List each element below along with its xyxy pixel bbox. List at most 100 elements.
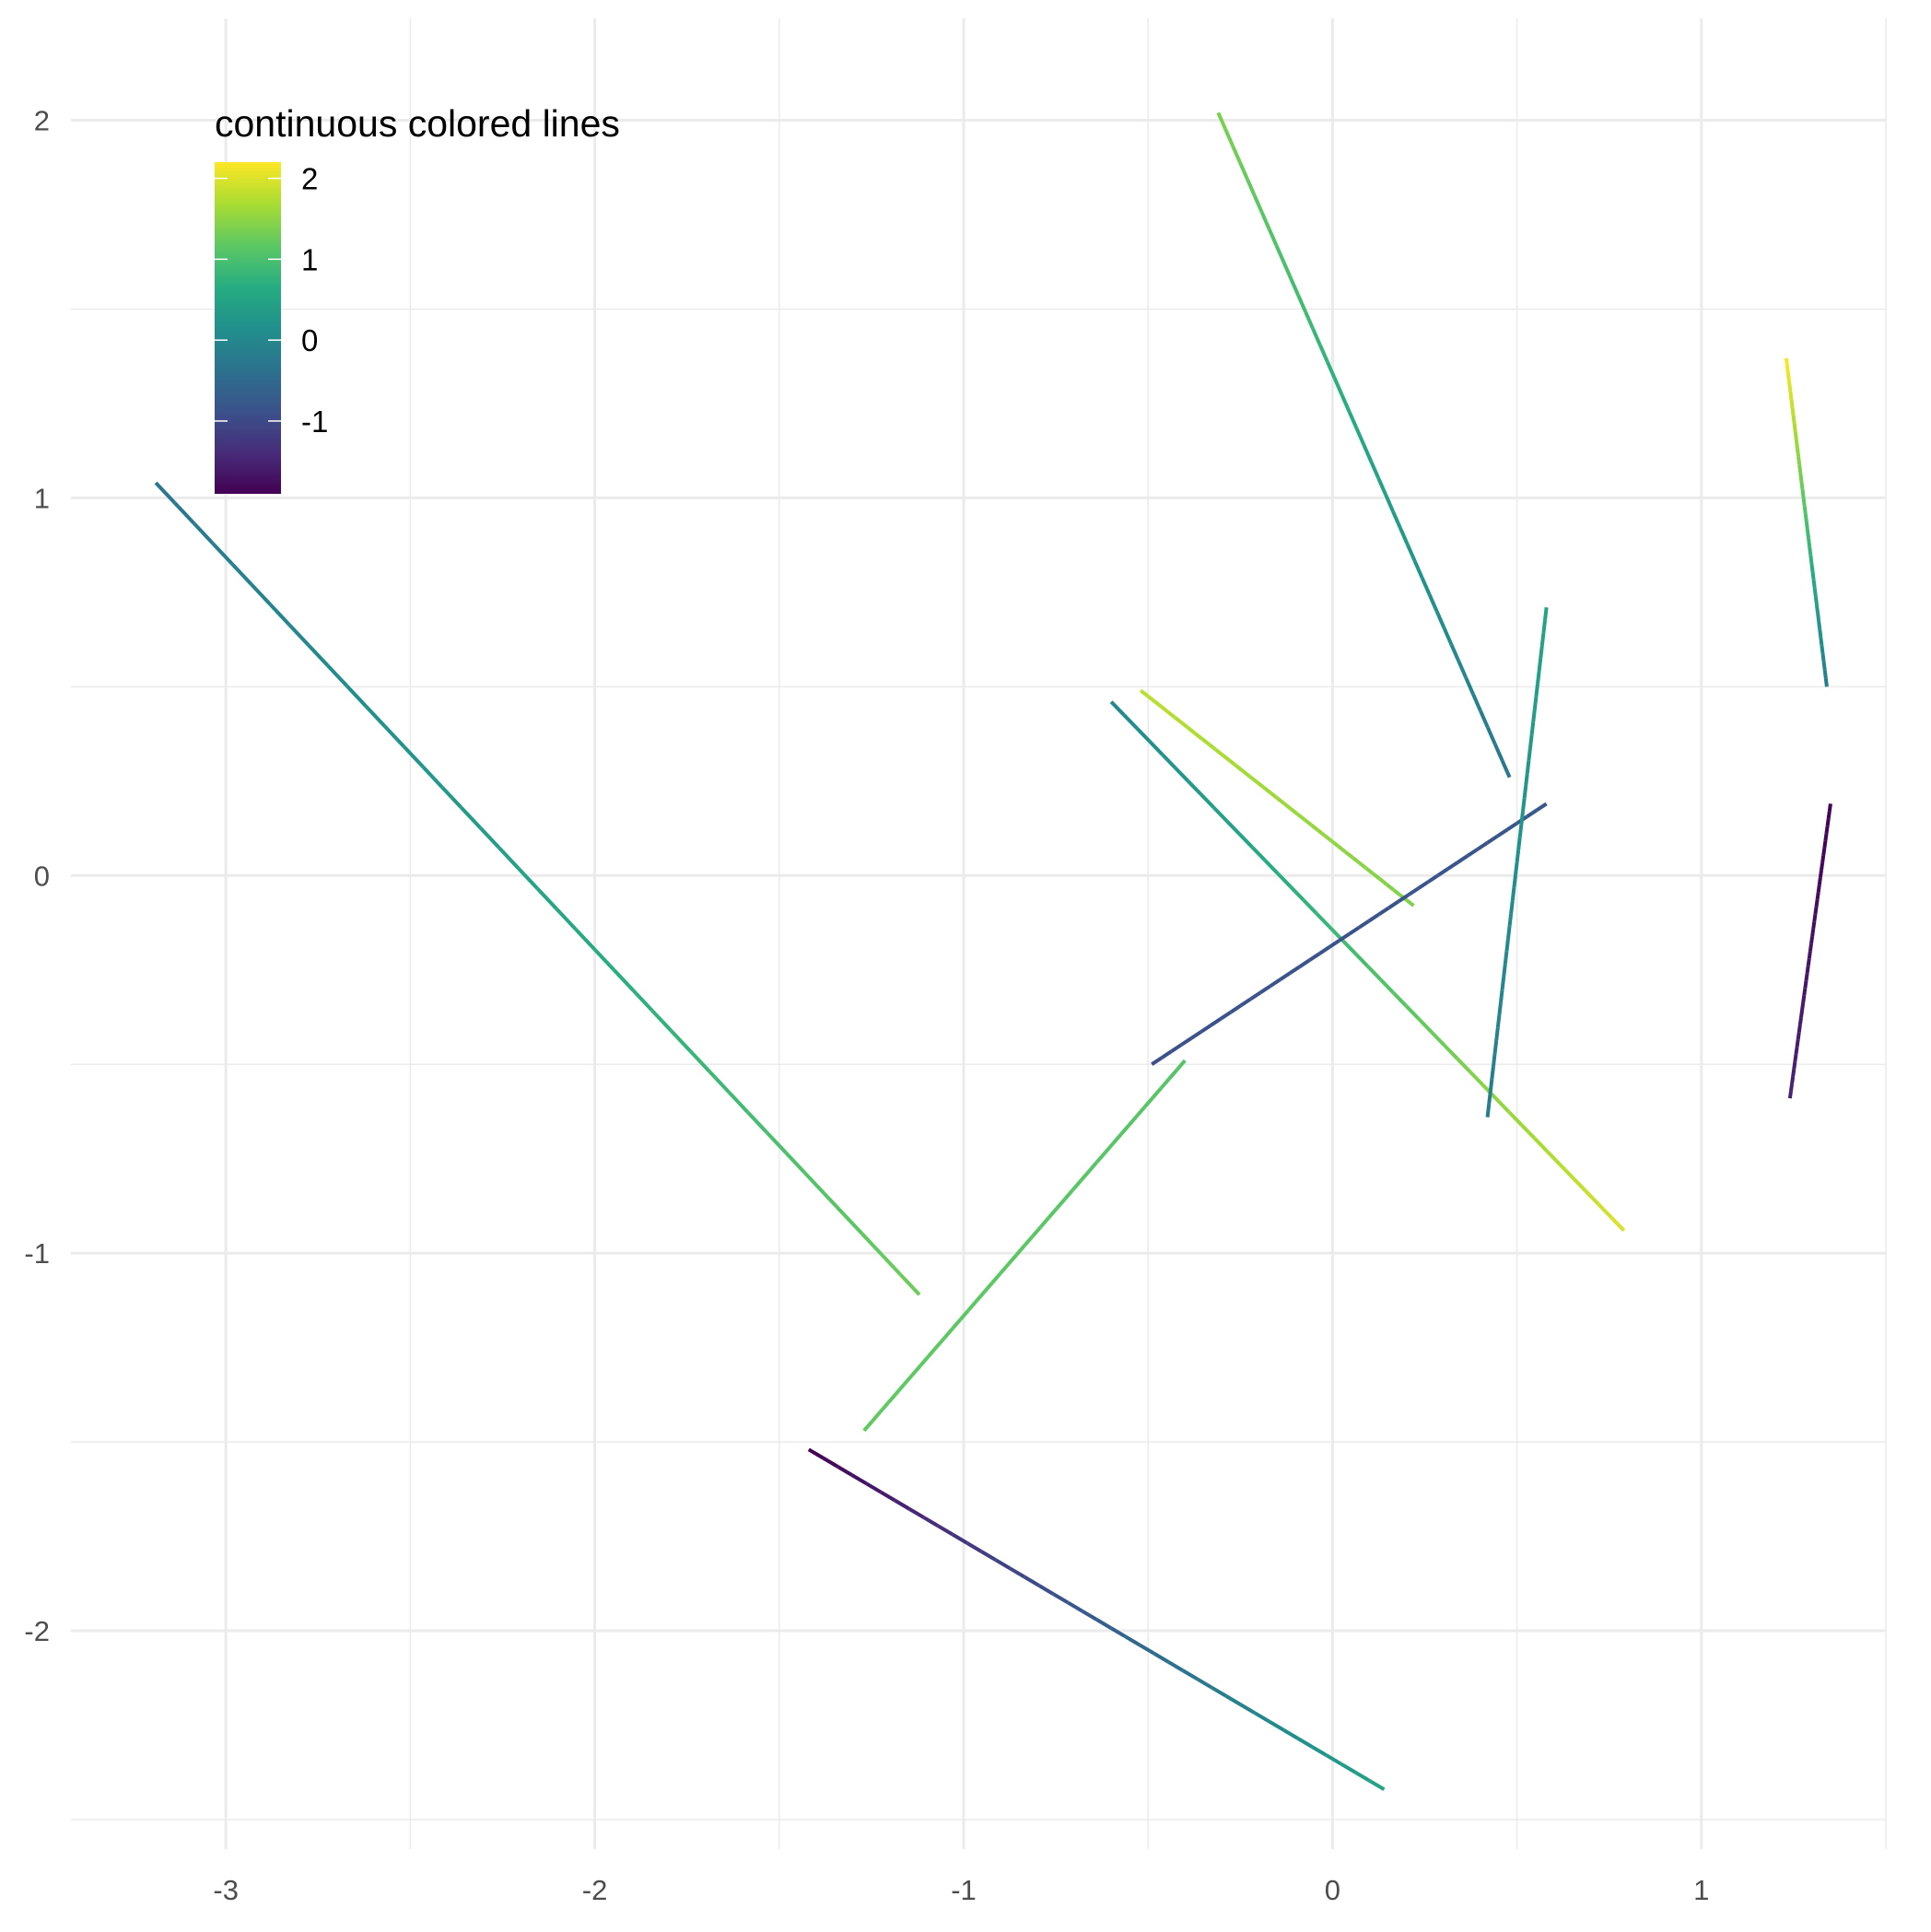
series-line-piece [1823, 833, 1829, 841]
series-line-piece [1351, 855, 1361, 864]
series-line-piece [1338, 932, 1351, 943]
series-line-piece [1792, 423, 1797, 433]
series-line-piece [1436, 867, 1449, 877]
series-line-piece [1087, 1161, 1098, 1173]
series-line-piece [1503, 951, 1509, 965]
series-line-piece [910, 1364, 922, 1376]
series-line-piece [1216, 111, 1228, 131]
series-line-piece [1214, 748, 1224, 757]
series-line-piece [1357, 861, 1367, 870]
series-line-piece [1340, 1762, 1357, 1774]
series-line-piece [1502, 964, 1507, 978]
series-line-piece [1815, 892, 1820, 900]
series-line-piece [1200, 737, 1211, 746]
series-line-piece [1517, 824, 1524, 837]
series-line-piece [1811, 921, 1817, 930]
series-line-piece [1476, 841, 1489, 851]
colorbar-label: 0 [301, 323, 318, 357]
series-line-piece [1420, 577, 1432, 596]
series-line-piece [1364, 866, 1375, 875]
series-line-piece [1196, 1677, 1213, 1690]
series-line-piece [1210, 1017, 1223, 1027]
series-line-piece [919, 1355, 930, 1367]
series-line-piece [1289, 885, 1305, 902]
series-line-piece [1180, 720, 1190, 730]
series-line-piece [951, 1317, 962, 1330]
series-line-piece [1276, 872, 1293, 888]
series-line-piece [850, 1473, 868, 1485]
series-line-piece [1541, 619, 1548, 634]
series-line-piece [1807, 950, 1812, 959]
series-line-piece [1790, 406, 1796, 416]
series-line-piece [1786, 374, 1792, 383]
series-line-piece [1267, 228, 1279, 247]
series-line-piece [440, 786, 463, 809]
series-line-piece [1282, 1727, 1299, 1740]
series-line-piece [1153, 1651, 1170, 1664]
series-line-piece [990, 1271, 1002, 1284]
series-line-piece [1160, 705, 1170, 714]
series-line-piece [1269, 978, 1281, 989]
series-line-piece [1826, 811, 1832, 819]
series-line-piece [837, 1465, 853, 1477]
series-line-piece [803, 1171, 825, 1195]
series-line-piece [1532, 1136, 1549, 1153]
series-line-piece [1223, 128, 1235, 147]
series-line-piece [1103, 1142, 1115, 1154]
series-line-piece [1228, 758, 1238, 767]
series-line-piece [1330, 839, 1340, 849]
series-line-piece [1181, 1669, 1199, 1681]
series-line-piece [1302, 898, 1318, 915]
series-line-piece [1810, 571, 1816, 580]
series-line-piece [1808, 546, 1813, 556]
y-axis-tick-labels: -2 -1 0 1 2 [24, 104, 50, 1647]
series-line-piece [908, 1507, 925, 1519]
series-line-piece [670, 1029, 692, 1053]
series-line-piece [1417, 880, 1430, 890]
series-line-piece [1597, 1202, 1613, 1219]
series-line-piece [1505, 925, 1512, 940]
series-line-piece [1808, 943, 1813, 952]
series-line-piece [1426, 873, 1439, 884]
series-line-piece [1796, 456, 1802, 465]
series-line-piece [1365, 965, 1382, 981]
series-line-piece [1224, 1694, 1242, 1706]
series-line-piece [1143, 1095, 1154, 1108]
series-line-piece [1814, 603, 1820, 614]
series-line-piece [1821, 848, 1827, 856]
series-line-piece [1170, 1043, 1183, 1053]
series-line-piece [1311, 1745, 1328, 1758]
series-line-piece [1442, 626, 1454, 646]
series-line-piece [1308, 952, 1321, 962]
series-line-piece [1528, 734, 1534, 748]
colorbar [215, 162, 281, 494]
series-line-piece [922, 1516, 940, 1528]
series-line-piece [1412, 560, 1424, 580]
series-line-piece [1138, 1643, 1155, 1656]
series-line-piece [1146, 694, 1156, 703]
series-line-piece [1519, 1123, 1536, 1140]
series-line-piece [1820, 645, 1825, 654]
series-line-piece [879, 1490, 896, 1503]
series-line-piece [1173, 716, 1183, 725]
series-line [154, 481, 921, 1296]
series-line-piece [631, 989, 654, 1013]
series-line-piece [1527, 747, 1532, 761]
series-line-piece [1446, 861, 1459, 871]
series-line-piece [1793, 1053, 1798, 1062]
y-tick-label: -1 [24, 1237, 50, 1270]
series-line-piece [1252, 194, 1264, 214]
series-line-piece [1821, 662, 1827, 671]
series-line-piece [1799, 1009, 1805, 1018]
series-line-piece [211, 542, 234, 566]
series-line-piece [1387, 899, 1400, 910]
series-line-piece [1160, 1049, 1173, 1060]
series-line-piece [1376, 477, 1387, 496]
series-line-piece [1510, 887, 1516, 901]
series-line-piece [878, 1401, 890, 1414]
series-line-piece [1194, 732, 1204, 741]
series-line-piece [1791, 1068, 1796, 1077]
series-line-piece [1434, 610, 1446, 629]
series-line-piece [1289, 807, 1299, 816]
series-line [1216, 111, 1512, 779]
